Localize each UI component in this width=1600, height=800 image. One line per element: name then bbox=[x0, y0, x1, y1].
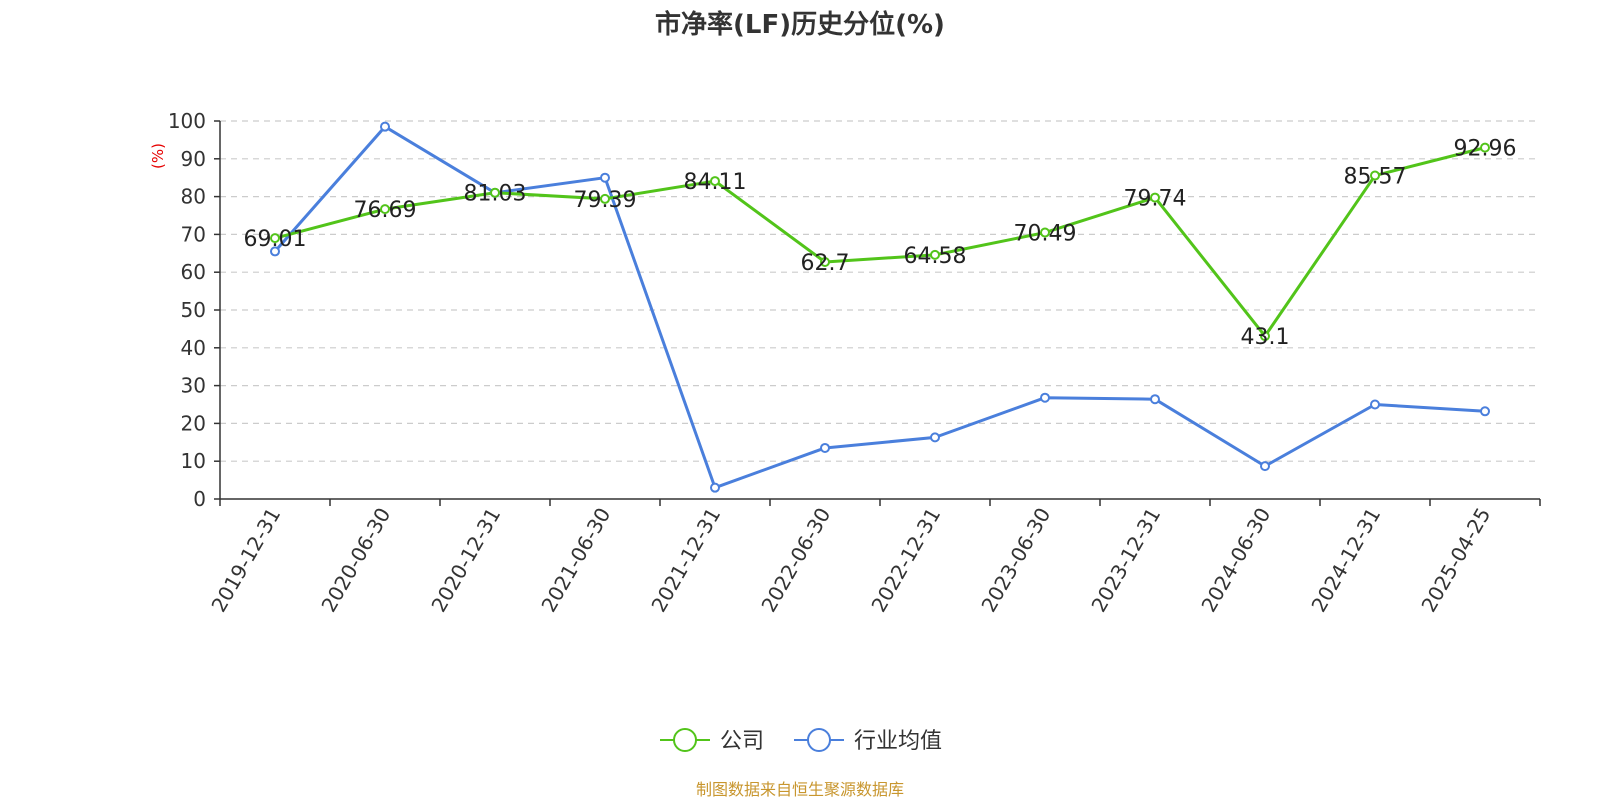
legend-label: 公司 bbox=[720, 729, 764, 754]
data-label: 92.96 bbox=[1454, 137, 1517, 162]
y-tick-label: 60 bbox=[181, 260, 206, 284]
x-tick-label: 2021-06-30 bbox=[536, 504, 615, 617]
x-tick-label: 2019-12-31 bbox=[206, 504, 285, 617]
data-label: 62.7 bbox=[801, 251, 850, 276]
series-line-0 bbox=[274, 146, 1486, 338]
x-tick-label: 2021-12-31 bbox=[646, 504, 725, 617]
y-tick-label: 30 bbox=[181, 374, 206, 398]
x-tick-label: 2023-06-30 bbox=[976, 504, 1055, 617]
x-tick-label: 2022-12-31 bbox=[866, 504, 945, 617]
data-label: 76.69 bbox=[354, 198, 417, 223]
y-tick-label: 100 bbox=[168, 109, 206, 133]
data-point bbox=[270, 246, 280, 257]
legend-marker-icon bbox=[807, 728, 831, 752]
series-points bbox=[270, 121, 1490, 493]
data-point bbox=[930, 249, 940, 260]
chart-title: 市净率(LF)历史分位(%) bbox=[655, 9, 945, 40]
series-line-1 bbox=[273, 125, 1486, 490]
x-tick-label: 2020-12-31 bbox=[426, 504, 505, 617]
grid-lines bbox=[220, 120, 1540, 462]
data-point bbox=[820, 442, 830, 453]
data-point bbox=[1480, 142, 1490, 153]
data-point bbox=[710, 482, 720, 493]
axes bbox=[214, 120, 1541, 506]
legend-marker-icon bbox=[673, 728, 697, 752]
data-point bbox=[1260, 461, 1270, 472]
x-tick-label: 2020-06-30 bbox=[316, 504, 395, 617]
y-tick-label: 40 bbox=[181, 336, 206, 360]
y-tick-label: 20 bbox=[181, 411, 206, 435]
data-point bbox=[1040, 227, 1050, 238]
data-label: 70.49 bbox=[1014, 222, 1077, 247]
y-tick-labels: 0 10 20 30 40 50 60 70 80 90 100 bbox=[168, 109, 206, 511]
data-point bbox=[930, 432, 940, 443]
data-label: 81.03 bbox=[464, 182, 527, 207]
data-point bbox=[710, 176, 720, 187]
y-tick-label: 10 bbox=[181, 449, 206, 473]
y-tick-label: 0 bbox=[193, 487, 206, 511]
data-point bbox=[1370, 170, 1380, 181]
source-note: 制图数据来自恒生聚源数据库 bbox=[696, 780, 904, 799]
data-point bbox=[1150, 394, 1160, 405]
data-point bbox=[380, 204, 390, 215]
data-point bbox=[490, 187, 500, 198]
data-labels: 69.01 76.69 81.03 79.39 84.11 62.7 64.58 70.49 7… bbox=[244, 137, 1517, 350]
x-tick-labels: 2019-12-31 2020-06-30 2020-12-31 2021-06-30… bbox=[206, 504, 1495, 617]
y-tick-label: 90 bbox=[181, 147, 206, 171]
y-axis-unit-label: (%) bbox=[149, 143, 167, 169]
data-point bbox=[1040, 392, 1050, 403]
legend-item-0[interactable]: 公司 bbox=[660, 728, 764, 754]
legend[interactable]: 公司 行业均值 bbox=[660, 728, 942, 754]
y-tick-label: 80 bbox=[181, 185, 206, 209]
data-label: 43.1 bbox=[1241, 325, 1290, 350]
series-lines bbox=[273, 125, 1486, 490]
x-tick-label: 2023-12-31 bbox=[1086, 504, 1165, 617]
data-point bbox=[600, 172, 610, 183]
y-tick-label: 50 bbox=[181, 298, 206, 322]
x-tick-label: 2022-06-30 bbox=[756, 504, 835, 617]
legend-item-1[interactable]: 行业均值 bbox=[794, 728, 942, 754]
data-label: 84.11 bbox=[684, 170, 747, 195]
data-point bbox=[270, 233, 280, 244]
data-point bbox=[1150, 192, 1160, 203]
data-point bbox=[380, 121, 390, 132]
data-point bbox=[1480, 406, 1490, 417]
x-tick-label: 2025-04-25 bbox=[1416, 504, 1495, 617]
x-tick-label: 2024-12-31 bbox=[1306, 504, 1385, 617]
data-label: 79.74 bbox=[1124, 187, 1187, 212]
x-tick-label: 2024-06-30 bbox=[1196, 504, 1275, 617]
data-label: 69.01 bbox=[244, 227, 307, 252]
y-tick-label: 70 bbox=[181, 222, 206, 246]
legend-label: 行业均值 bbox=[854, 729, 942, 754]
data-point bbox=[600, 193, 610, 204]
data-point bbox=[1260, 331, 1270, 342]
data-label: 85.57 bbox=[1344, 165, 1407, 190]
data-label: 79.39 bbox=[574, 188, 637, 213]
data-point bbox=[1370, 399, 1380, 410]
data-point bbox=[820, 256, 830, 267]
data-label: 64.58 bbox=[904, 244, 967, 269]
